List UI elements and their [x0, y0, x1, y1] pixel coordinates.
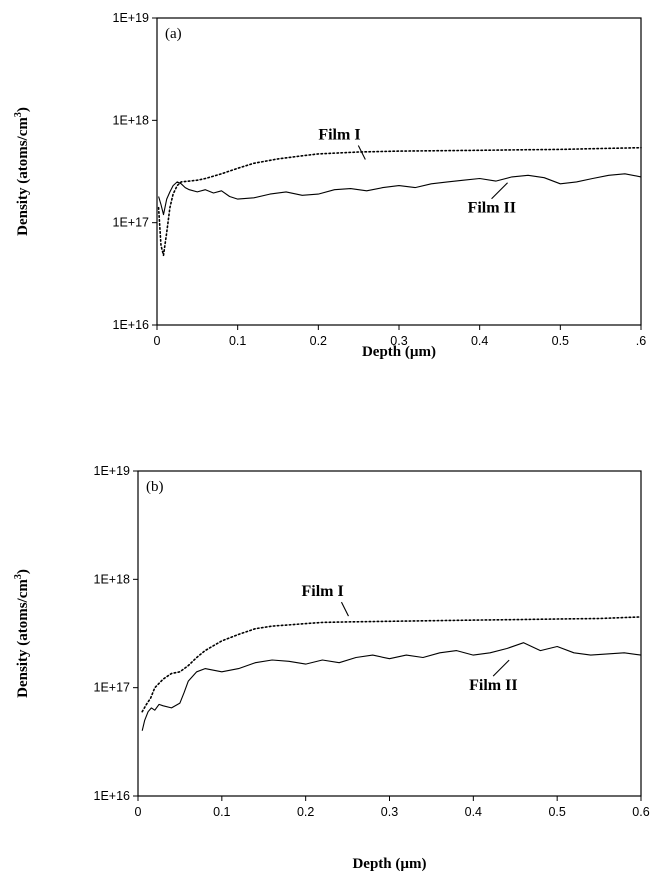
x-tick-label: 0.6	[632, 805, 649, 819]
y-tick-label: 1E+17	[113, 216, 150, 230]
y-axis-label-main: Density (atoms/cm	[15, 579, 31, 698]
y-axis-ticks: 1E+16 1E+17 1E+18 1E+19	[94, 464, 138, 803]
x-tick-label: .6	[636, 334, 646, 348]
x-tick-label: 0.5	[552, 334, 569, 348]
panel-label: (a)	[165, 26, 182, 42]
y-tick-label: 1E+17	[94, 681, 131, 695]
x-tick-label: 0	[154, 334, 161, 348]
series-line-film-ii	[158, 173, 642, 216]
x-tick-label: 0.4	[471, 334, 488, 348]
x-axis-ticks: 0 0.1 0.2 0.3 0.4 0.5 0.6	[135, 796, 650, 819]
series-line-film-ii	[141, 642, 642, 731]
series-group	[157, 146, 642, 257]
annotation-leader-line	[340, 601, 349, 617]
y-axis-label-superscript: 3	[13, 574, 24, 579]
y-tick-label: 1E+18	[113, 113, 150, 127]
chart-panel-b: (b) 1E+16 1E+17 1E+18 1E+19 0 0.1 0.2 0.3 0.4 0.…	[13, 464, 650, 872]
annotation-leader-line	[357, 145, 366, 160]
plot-area-frame	[137, 470, 642, 797]
y-tick-label: 1E+19	[94, 464, 131, 478]
plot-area-frame	[156, 17, 642, 326]
x-axis-ticks: 0 0.1 0.2 0.3 0.4 0.5 .6	[154, 325, 646, 348]
y-axis-label: Density (atoms/cm3)	[13, 569, 31, 698]
y-axis-label: Density (atoms/cm3)	[13, 107, 31, 236]
x-tick-label: 0.3	[381, 805, 398, 819]
y-tick-label: 1E+16	[113, 318, 150, 332]
x-tick-label: 0.4	[465, 805, 482, 819]
y-axis-label-close: )	[15, 107, 31, 112]
x-tick-label: 0.2	[297, 805, 314, 819]
series-group	[141, 616, 642, 731]
series-line-film-i	[157, 146, 642, 257]
x-tick-label: 0.2	[310, 334, 327, 348]
series-line-film-i	[141, 616, 642, 713]
y-tick-label: 1E+16	[94, 789, 131, 803]
annotation-label: Film II	[469, 677, 517, 694]
annotation-label: Film I	[301, 583, 343, 600]
x-tick-label: 0.1	[229, 334, 246, 348]
annotation-leader-line	[491, 182, 508, 200]
annotations: Film I Film II	[301, 583, 517, 694]
y-axis-label-close: )	[15, 569, 31, 574]
y-tick-label: 1E+18	[94, 572, 131, 586]
x-axis-label: Depth (µm)	[352, 856, 426, 872]
annotation-leader-line	[492, 659, 510, 677]
annotation-label: Film II	[468, 200, 516, 217]
x-tick-label: 0.3	[390, 334, 407, 348]
y-tick-label: 1E+19	[113, 11, 150, 25]
panel-label: (b)	[146, 479, 164, 495]
x-axis-label: Depth (µm)	[362, 344, 436, 360]
annotations: Film I Film II	[318, 126, 516, 216]
y-axis-ticks: 1E+16 1E+17 1E+18 1E+19	[113, 11, 157, 332]
y-axis-label-superscript: 3	[13, 112, 24, 117]
y-axis-label-main: Density (atoms/cm	[15, 117, 31, 236]
chart-panel-a: (a) 1E+16 1E+17 1E+18 1E+19 0 0.1 0.2 0.3 0.4 0.…	[13, 11, 646, 360]
annotation-label: Film I	[318, 126, 360, 143]
x-tick-label: 0.5	[548, 805, 565, 819]
x-tick-label: 0	[135, 805, 142, 819]
x-tick-label: 0.1	[213, 805, 230, 819]
